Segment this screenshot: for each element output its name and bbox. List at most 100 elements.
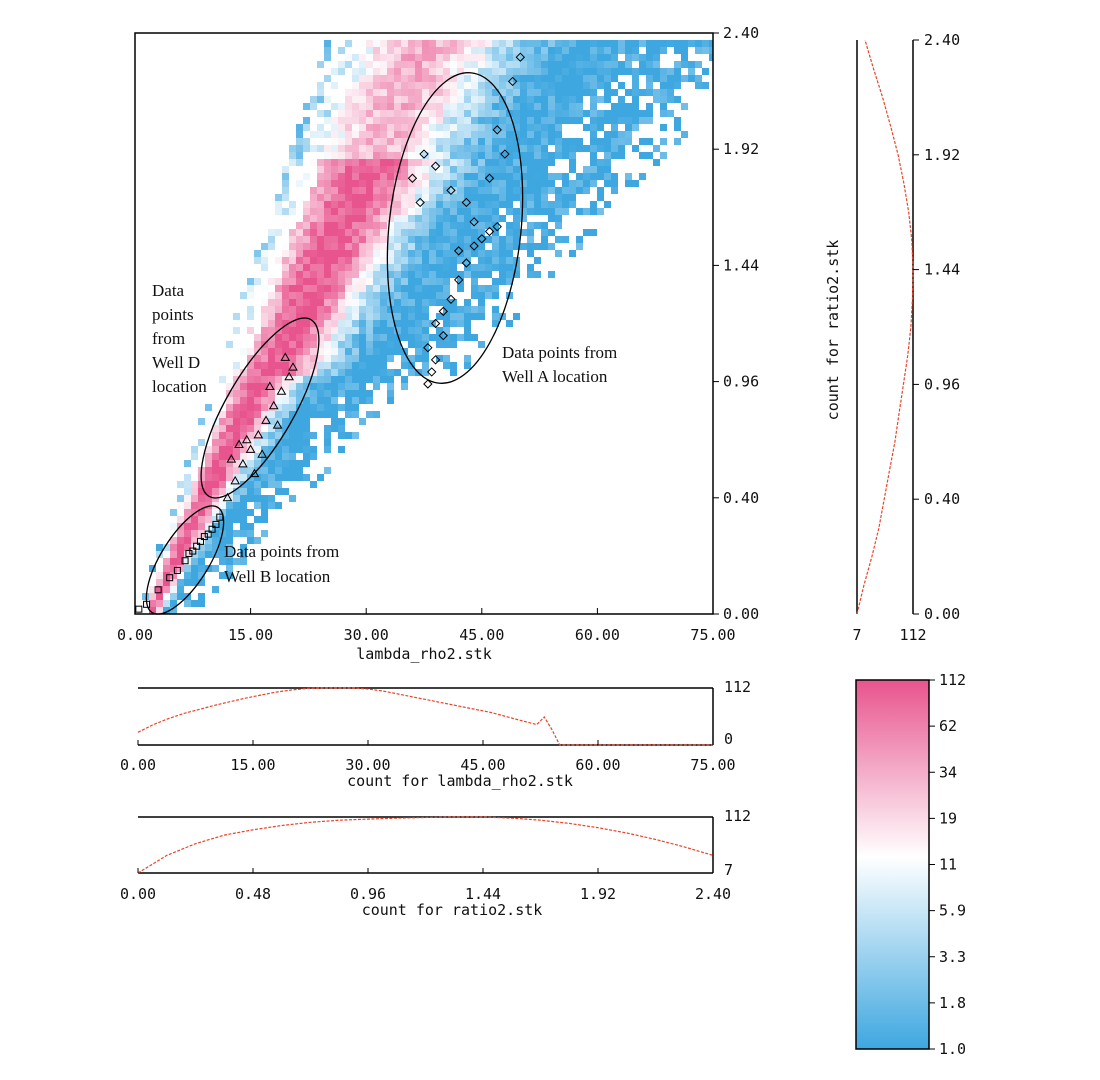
density-cell [366, 229, 373, 236]
density-cell [289, 369, 296, 376]
density-cell [702, 82, 709, 89]
density-cell [317, 299, 324, 306]
density-cell [296, 425, 303, 432]
well-b-point [204, 530, 212, 538]
density-cell [520, 117, 527, 124]
density-cell [331, 138, 338, 145]
density-cell [191, 488, 198, 495]
density-cell [296, 383, 303, 390]
density-cell [401, 68, 408, 75]
crossplot-y-tick: 0.96 [723, 373, 759, 391]
density-cell [261, 530, 268, 537]
density-cell [373, 334, 380, 341]
density-cell [436, 82, 443, 89]
density-cell [387, 341, 394, 348]
well-a-point [438, 330, 448, 341]
density-cell [303, 460, 310, 467]
density-cell [443, 54, 450, 61]
density-cell [345, 285, 352, 292]
density-cell [443, 201, 450, 208]
density-cell [359, 383, 366, 390]
density-cell [289, 453, 296, 460]
density-cell [226, 411, 233, 418]
density-cell [275, 194, 282, 201]
density-cell [345, 334, 352, 341]
density-cell [373, 110, 380, 117]
density-cell [464, 61, 471, 68]
well-a-point [446, 294, 456, 304]
density-cell [464, 299, 471, 306]
density-cell [380, 152, 387, 159]
density-cell [317, 306, 324, 313]
density-cell [408, 320, 415, 327]
density-cell [373, 222, 380, 229]
density-cell [317, 362, 324, 369]
density-cell [562, 103, 569, 110]
density-cell [415, 334, 422, 341]
density-cell [282, 306, 289, 313]
density-cell [695, 47, 702, 54]
density-cell [303, 383, 310, 390]
density-cell [282, 488, 289, 495]
density-cell [457, 124, 464, 131]
density-cell [541, 159, 548, 166]
density-cell [366, 348, 373, 355]
density-cell [219, 418, 226, 425]
density-cell [226, 551, 233, 558]
ratio-count-h-panel: 0.00 0.48 0.96 1.44 1.92 2.40 112 7 count for… [120, 807, 751, 919]
density-cell [226, 474, 233, 481]
density-cell [303, 320, 310, 327]
density-cell [478, 166, 485, 173]
density-cell [373, 243, 380, 250]
density-cell [184, 600, 191, 607]
density-cell [366, 306, 373, 313]
density-cell [303, 257, 310, 264]
density-cell [303, 243, 310, 250]
density-cell [240, 453, 247, 460]
density-cell [429, 89, 436, 96]
density-cell [436, 334, 443, 341]
density-cell [499, 236, 506, 243]
density-cell [310, 229, 317, 236]
density-cell [520, 180, 527, 187]
density-cell [541, 194, 548, 201]
density-cell [513, 166, 520, 173]
density-cell [429, 250, 436, 257]
density-cell [555, 236, 562, 243]
density-cell [513, 208, 520, 215]
density-cell [345, 124, 352, 131]
density-cell [233, 404, 240, 411]
density-cell [317, 243, 324, 250]
density-cell [184, 579, 191, 586]
density-cell [527, 194, 534, 201]
density-cell [282, 257, 289, 264]
well-a-point [446, 185, 456, 196]
density-cell [338, 61, 345, 68]
density-cell [597, 82, 604, 89]
density-cell [450, 320, 457, 327]
density-cell [436, 222, 443, 229]
density-cell [450, 47, 457, 54]
density-cell [324, 250, 331, 257]
density-cell [359, 306, 366, 313]
density-cell [590, 201, 597, 208]
density-cell [352, 166, 359, 173]
well-a-point [507, 76, 518, 87]
colorbar-tick-label: 62 [939, 717, 957, 735]
density-cell [401, 250, 408, 257]
density-cell [597, 117, 604, 124]
density-cell [429, 236, 436, 243]
density-cell [254, 383, 261, 390]
density-cell [443, 124, 450, 131]
density-cell [450, 110, 457, 117]
density-cell [366, 159, 373, 166]
density-cell [387, 145, 394, 152]
density-cell [555, 131, 562, 138]
density-cell [562, 117, 569, 124]
density-cell [555, 110, 562, 117]
density-cell [597, 124, 604, 131]
density-cell [352, 215, 359, 222]
density-cell [443, 89, 450, 96]
density-cell [345, 243, 352, 250]
density-cell [520, 68, 527, 75]
